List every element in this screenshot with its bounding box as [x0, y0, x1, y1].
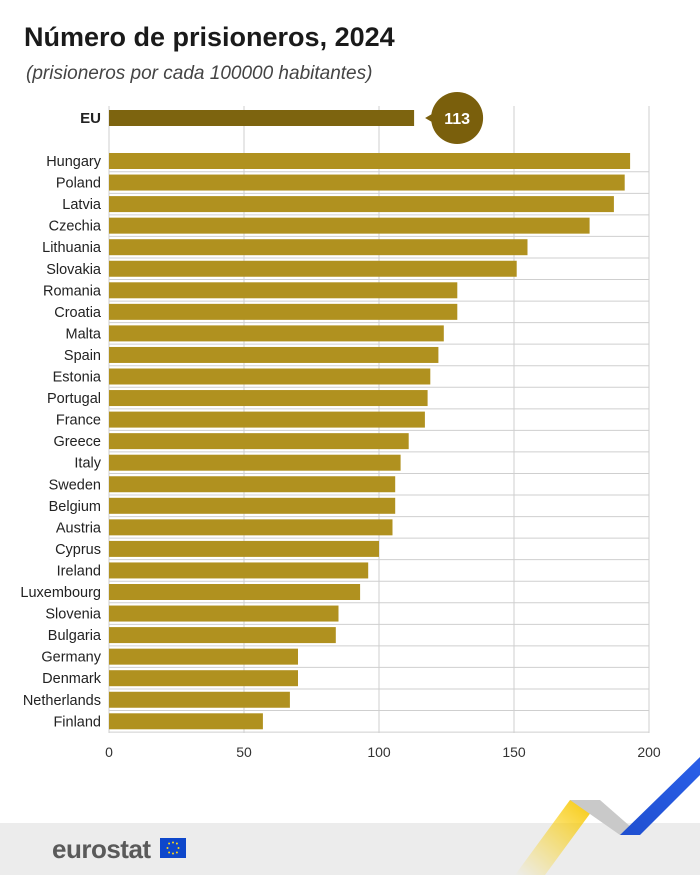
bar-croatia	[109, 303, 458, 320]
bar-denmark	[109, 670, 298, 687]
x-tick-label: 150	[502, 744, 526, 760]
category-label: Sweden	[49, 477, 101, 493]
bar-belgium	[109, 497, 396, 514]
bar-france	[109, 411, 425, 428]
category-label: Spain	[64, 348, 101, 364]
category-label: Slovakia	[46, 262, 102, 278]
category-label: Portugal	[47, 391, 101, 407]
category-label: Ireland	[57, 563, 101, 579]
category-label: Bulgaria	[48, 628, 102, 644]
bar-chart: EU Hungary Poland Latvia Czechia Lithuania Slo…	[20, 92, 661, 760]
callout-value: 113	[444, 111, 470, 128]
bar-netherlands	[109, 691, 290, 708]
category-label: France	[56, 413, 101, 429]
bar-italy	[109, 454, 401, 471]
category-label: Hungary	[46, 154, 102, 170]
bar-sweden	[109, 476, 396, 493]
bar-spain	[109, 346, 439, 363]
category-label: Croatia	[54, 305, 102, 321]
category-label: Italy	[74, 456, 101, 472]
bar-austria	[109, 519, 393, 536]
category-label: Czechia	[49, 219, 102, 235]
bar-czechia	[109, 217, 590, 234]
bar-finland	[109, 713, 263, 730]
bars	[109, 110, 631, 730]
bar-bulgaria	[109, 627, 336, 644]
category-label: Denmark	[42, 671, 102, 687]
bar-romania	[109, 282, 458, 299]
bar-malta	[109, 325, 444, 342]
x-tick-label: 0	[105, 744, 113, 760]
eu-callout: 113	[425, 92, 484, 144]
bar-latvia	[109, 196, 614, 213]
eurostat-logo: eurostat	[52, 834, 151, 864]
callout-bubble	[431, 92, 484, 144]
bar-portugal	[109, 390, 428, 407]
x-tick-label: 50	[236, 744, 252, 760]
category-label: Estonia	[53, 370, 102, 386]
footer-bar	[0, 823, 700, 875]
category-label: Netherlands	[23, 693, 101, 709]
category-label: Romania	[43, 283, 102, 299]
chart-title: Número de prisioneros, 2024	[24, 22, 395, 52]
bar-cyprus	[109, 540, 379, 557]
bar-germany	[109, 648, 298, 665]
category-label: Luxembourg	[20, 585, 101, 601]
category-label: Malta	[66, 326, 102, 342]
bar-hungary	[109, 153, 631, 169]
bar-lithuania	[109, 239, 528, 256]
bar-luxembourg	[109, 584, 361, 600]
category-label: Poland	[56, 176, 101, 192]
category-label: Belgium	[49, 499, 101, 515]
category-label: Greece	[53, 434, 101, 450]
x-tick-label: 200	[637, 744, 661, 760]
bar-estonia	[109, 368, 431, 385]
bar-eu	[109, 110, 415, 126]
bar-slovenia	[109, 605, 339, 622]
category-label: Finland	[53, 714, 101, 730]
chart-subtitle: (prisioneros por cada 100000 habitantes)	[26, 63, 373, 84]
category-label: Germany	[41, 650, 101, 666]
x-tick-label: 100	[367, 744, 391, 760]
category-label: Lithuania	[42, 240, 102, 256]
category-label: Austria	[56, 520, 102, 536]
bar-slovakia	[109, 260, 517, 277]
category-label: Slovenia	[45, 607, 102, 623]
bar-poland	[109, 174, 625, 191]
category-labels: EU Hungary Poland Latvia Czechia Lithuania Slo…	[20, 110, 102, 730]
category-label: EU	[80, 110, 101, 127]
category-label: Latvia	[62, 197, 102, 213]
x-axis-ticks: 0 50 100 150 200	[105, 744, 661, 760]
eu-flag-icon	[160, 838, 186, 858]
category-label: Cyprus	[55, 542, 101, 558]
bar-ireland	[109, 562, 369, 579]
bar-greece	[109, 433, 409, 450]
